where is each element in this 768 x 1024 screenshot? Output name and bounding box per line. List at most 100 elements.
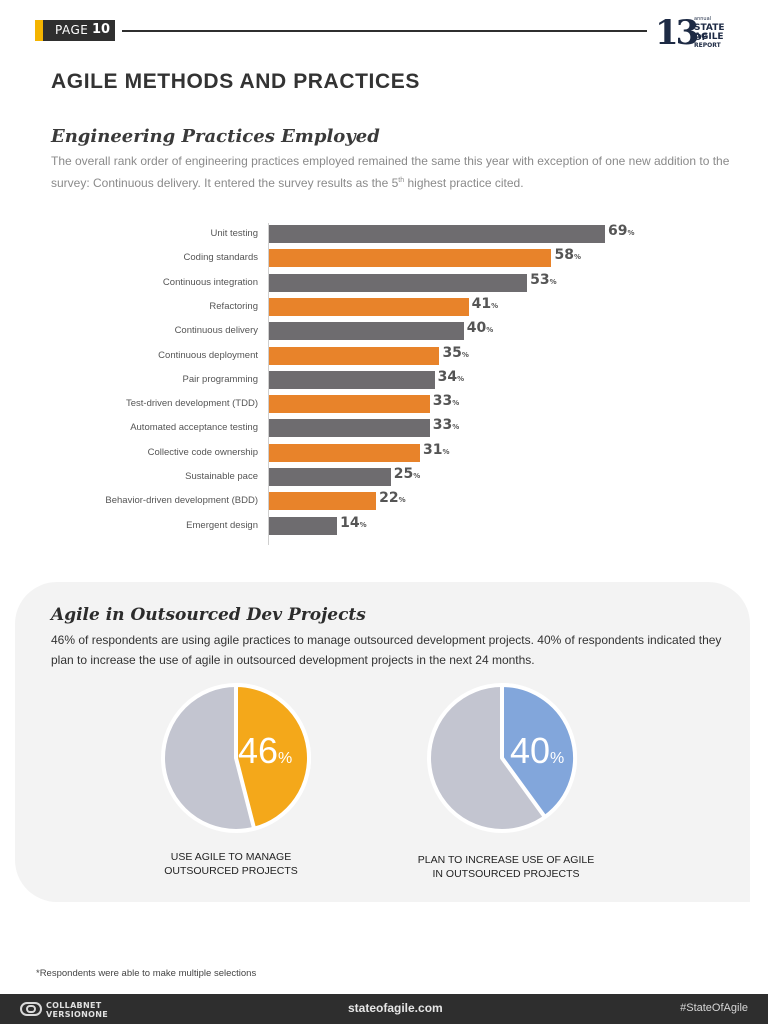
bar-category-label: Coding standards bbox=[183, 252, 258, 264]
bar-value-percent: % bbox=[486, 326, 494, 335]
bar bbox=[269, 297, 469, 316]
bar-category-label: Continuous delivery bbox=[174, 325, 258, 337]
pie-caption-line-2: IN OUTSOURCED PROJECTS bbox=[432, 868, 580, 880]
logo-annual: annual bbox=[694, 16, 712, 22]
chart-axis-line bbox=[268, 223, 269, 545]
pie-chart-plan-increase bbox=[426, 682, 578, 834]
pie-svg bbox=[161, 683, 311, 833]
logo-mark-icon bbox=[20, 1002, 42, 1016]
bar-value-number: 35 bbox=[442, 344, 462, 361]
bar-category-label: Continuous deployment bbox=[158, 349, 258, 361]
logo-edition-number: 13 bbox=[655, 13, 699, 53]
bar-value-label: 35% bbox=[442, 345, 469, 361]
bar-category-label: Refactoring bbox=[209, 300, 258, 312]
footnote: *Respondents were able to make multiple … bbox=[36, 968, 257, 979]
footer-hashtag-link[interactable]: #StateOfAgile bbox=[680, 1002, 748, 1014]
bar-row: Collective code ownership 31% bbox=[0, 441, 768, 463]
page-number: 10 bbox=[92, 22, 111, 37]
engineering-practices-bar-chart: Unit testing 69% Coding standards 58% Contin… bbox=[0, 215, 768, 545]
bar-value-percent: % bbox=[457, 374, 465, 383]
header-divider bbox=[122, 30, 647, 32]
bar-value-percent: % bbox=[461, 350, 469, 359]
bar-category-label: Pair programming bbox=[182, 373, 259, 385]
bar-row: Continuous integration 53% bbox=[0, 272, 768, 293]
bar bbox=[269, 249, 552, 268]
bar-row: Emergent design 14% bbox=[0, 515, 768, 536]
bar-value-label: 22% bbox=[379, 490, 406, 506]
bar-value-label: 41% bbox=[472, 296, 499, 312]
brand-line-2: VERSIONONE bbox=[46, 1010, 109, 1019]
pie-value-use-agile: 46% bbox=[238, 730, 292, 772]
bar bbox=[269, 322, 464, 341]
logo-line-2: AGILE bbox=[694, 32, 724, 42]
bar-value-number: 53 bbox=[530, 271, 550, 288]
pie-slice-value bbox=[234, 683, 311, 831]
bar-value-label: 53% bbox=[530, 272, 557, 288]
bar-row: Coding standards 58% bbox=[0, 247, 768, 268]
pie-chart-use-agile bbox=[160, 682, 312, 834]
pie-caption-use-agile: USE AGILE TO MANAGE OUTSOURCED PROJECTS bbox=[121, 850, 341, 878]
bar-category-label: Collective code ownership bbox=[147, 446, 258, 458]
bar-value-number: 14 bbox=[340, 514, 360, 531]
bar-value-percent: % bbox=[627, 229, 635, 237]
pie-value-number: 40 bbox=[510, 730, 551, 771]
pie-caption-line-2: OUTSOURCED PROJECTS bbox=[164, 865, 298, 877]
bar-value-number: 33 bbox=[432, 393, 453, 410]
pie-slice-value bbox=[500, 683, 577, 820]
bar-row: Pair programming 34% bbox=[0, 369, 768, 390]
bar-value-label: 14% bbox=[340, 515, 367, 531]
bar-value-number: 34 bbox=[437, 368, 458, 385]
bar-row: Test-driven development (TDD) 33% bbox=[0, 393, 768, 414]
bar-value-number: 69 bbox=[608, 223, 628, 239]
bar-value-number: 40 bbox=[466, 320, 487, 337]
engineering-practices-title: Engineering Practices Employed bbox=[51, 126, 380, 147]
bar-value-number: 58 bbox=[554, 247, 574, 264]
bar-value-percent: % bbox=[413, 472, 421, 480]
pie-value-number: 46 bbox=[238, 730, 279, 771]
bar-value-label: 69% bbox=[608, 223, 635, 239]
outsourced-title: Agile in Outsourced Dev Projects bbox=[51, 605, 366, 625]
footer-website-link[interactable]: stateofagile.com bbox=[348, 1001, 443, 1015]
page-tab-accent bbox=[35, 20, 43, 41]
bar-value-percent: % bbox=[549, 277, 557, 286]
pie-value-plan-increase: 40% bbox=[510, 730, 564, 772]
bar-value-label: 33% bbox=[433, 417, 460, 433]
bar-category-label: Emergent design bbox=[186, 519, 258, 531]
bar-value-label: 40% bbox=[467, 320, 494, 336]
pie-caption-plan-increase: PLAN TO INCREASE USE OF AGILE IN OUTSOUR… bbox=[396, 853, 616, 881]
logo-line-1: STATE OF bbox=[694, 23, 725, 43]
bar-category-label: Unit testing bbox=[210, 228, 258, 239]
bar-category-label: Automated acceptance testing bbox=[130, 422, 258, 434]
bar-value-label: 58% bbox=[554, 247, 581, 263]
collabnet-versionone-logo: COLLABNET VERSIONONE bbox=[20, 1000, 120, 1020]
bar-category-label: Sustainable pace bbox=[185, 471, 258, 482]
bar-value-label: 34% bbox=[438, 369, 465, 385]
intro-text-end: highest practice cited. bbox=[404, 176, 524, 190]
bar bbox=[269, 468, 391, 486]
logo-mark-inner-icon bbox=[26, 1005, 36, 1013]
bar bbox=[269, 443, 420, 462]
page-number-tab: PAGE 10 bbox=[35, 20, 115, 41]
state-of-agile-logo: 13 annual STATE OF AGILE REPORT bbox=[655, 14, 735, 52]
engineering-practices-intro: The overall rank order of engineering pr… bbox=[51, 151, 731, 193]
bar-category-label: Behavior-driven development (BDD) bbox=[105, 495, 258, 507]
bar-value-label: 33% bbox=[433, 393, 460, 409]
intro-superscript: th bbox=[398, 177, 405, 184]
bar bbox=[269, 516, 338, 535]
bar-value-percent: % bbox=[442, 447, 450, 456]
page-label: PAGE bbox=[55, 23, 89, 37]
brand-line-1: COLLABNET bbox=[46, 1001, 102, 1010]
bar-value-percent: % bbox=[398, 496, 406, 505]
bar-row: Unit testing 69% bbox=[0, 223, 768, 244]
bar-value-number: 22 bbox=[379, 490, 399, 507]
pie-svg bbox=[427, 683, 577, 833]
bar-row: Continuous deployment 35% bbox=[0, 345, 768, 366]
bar-category-label: Test-driven development (TDD) bbox=[126, 398, 258, 410]
bar-value-number: 31 bbox=[422, 441, 443, 458]
bar-value-percent: % bbox=[573, 253, 581, 262]
bar-row: Refactoring 41% bbox=[0, 296, 768, 317]
bar-row: Behavior-driven development (BDD) 22% bbox=[0, 490, 768, 511]
bar-value-percent: % bbox=[452, 423, 460, 432]
outsourced-panel bbox=[15, 582, 750, 902]
bar-value-number: 33 bbox=[432, 417, 453, 434]
